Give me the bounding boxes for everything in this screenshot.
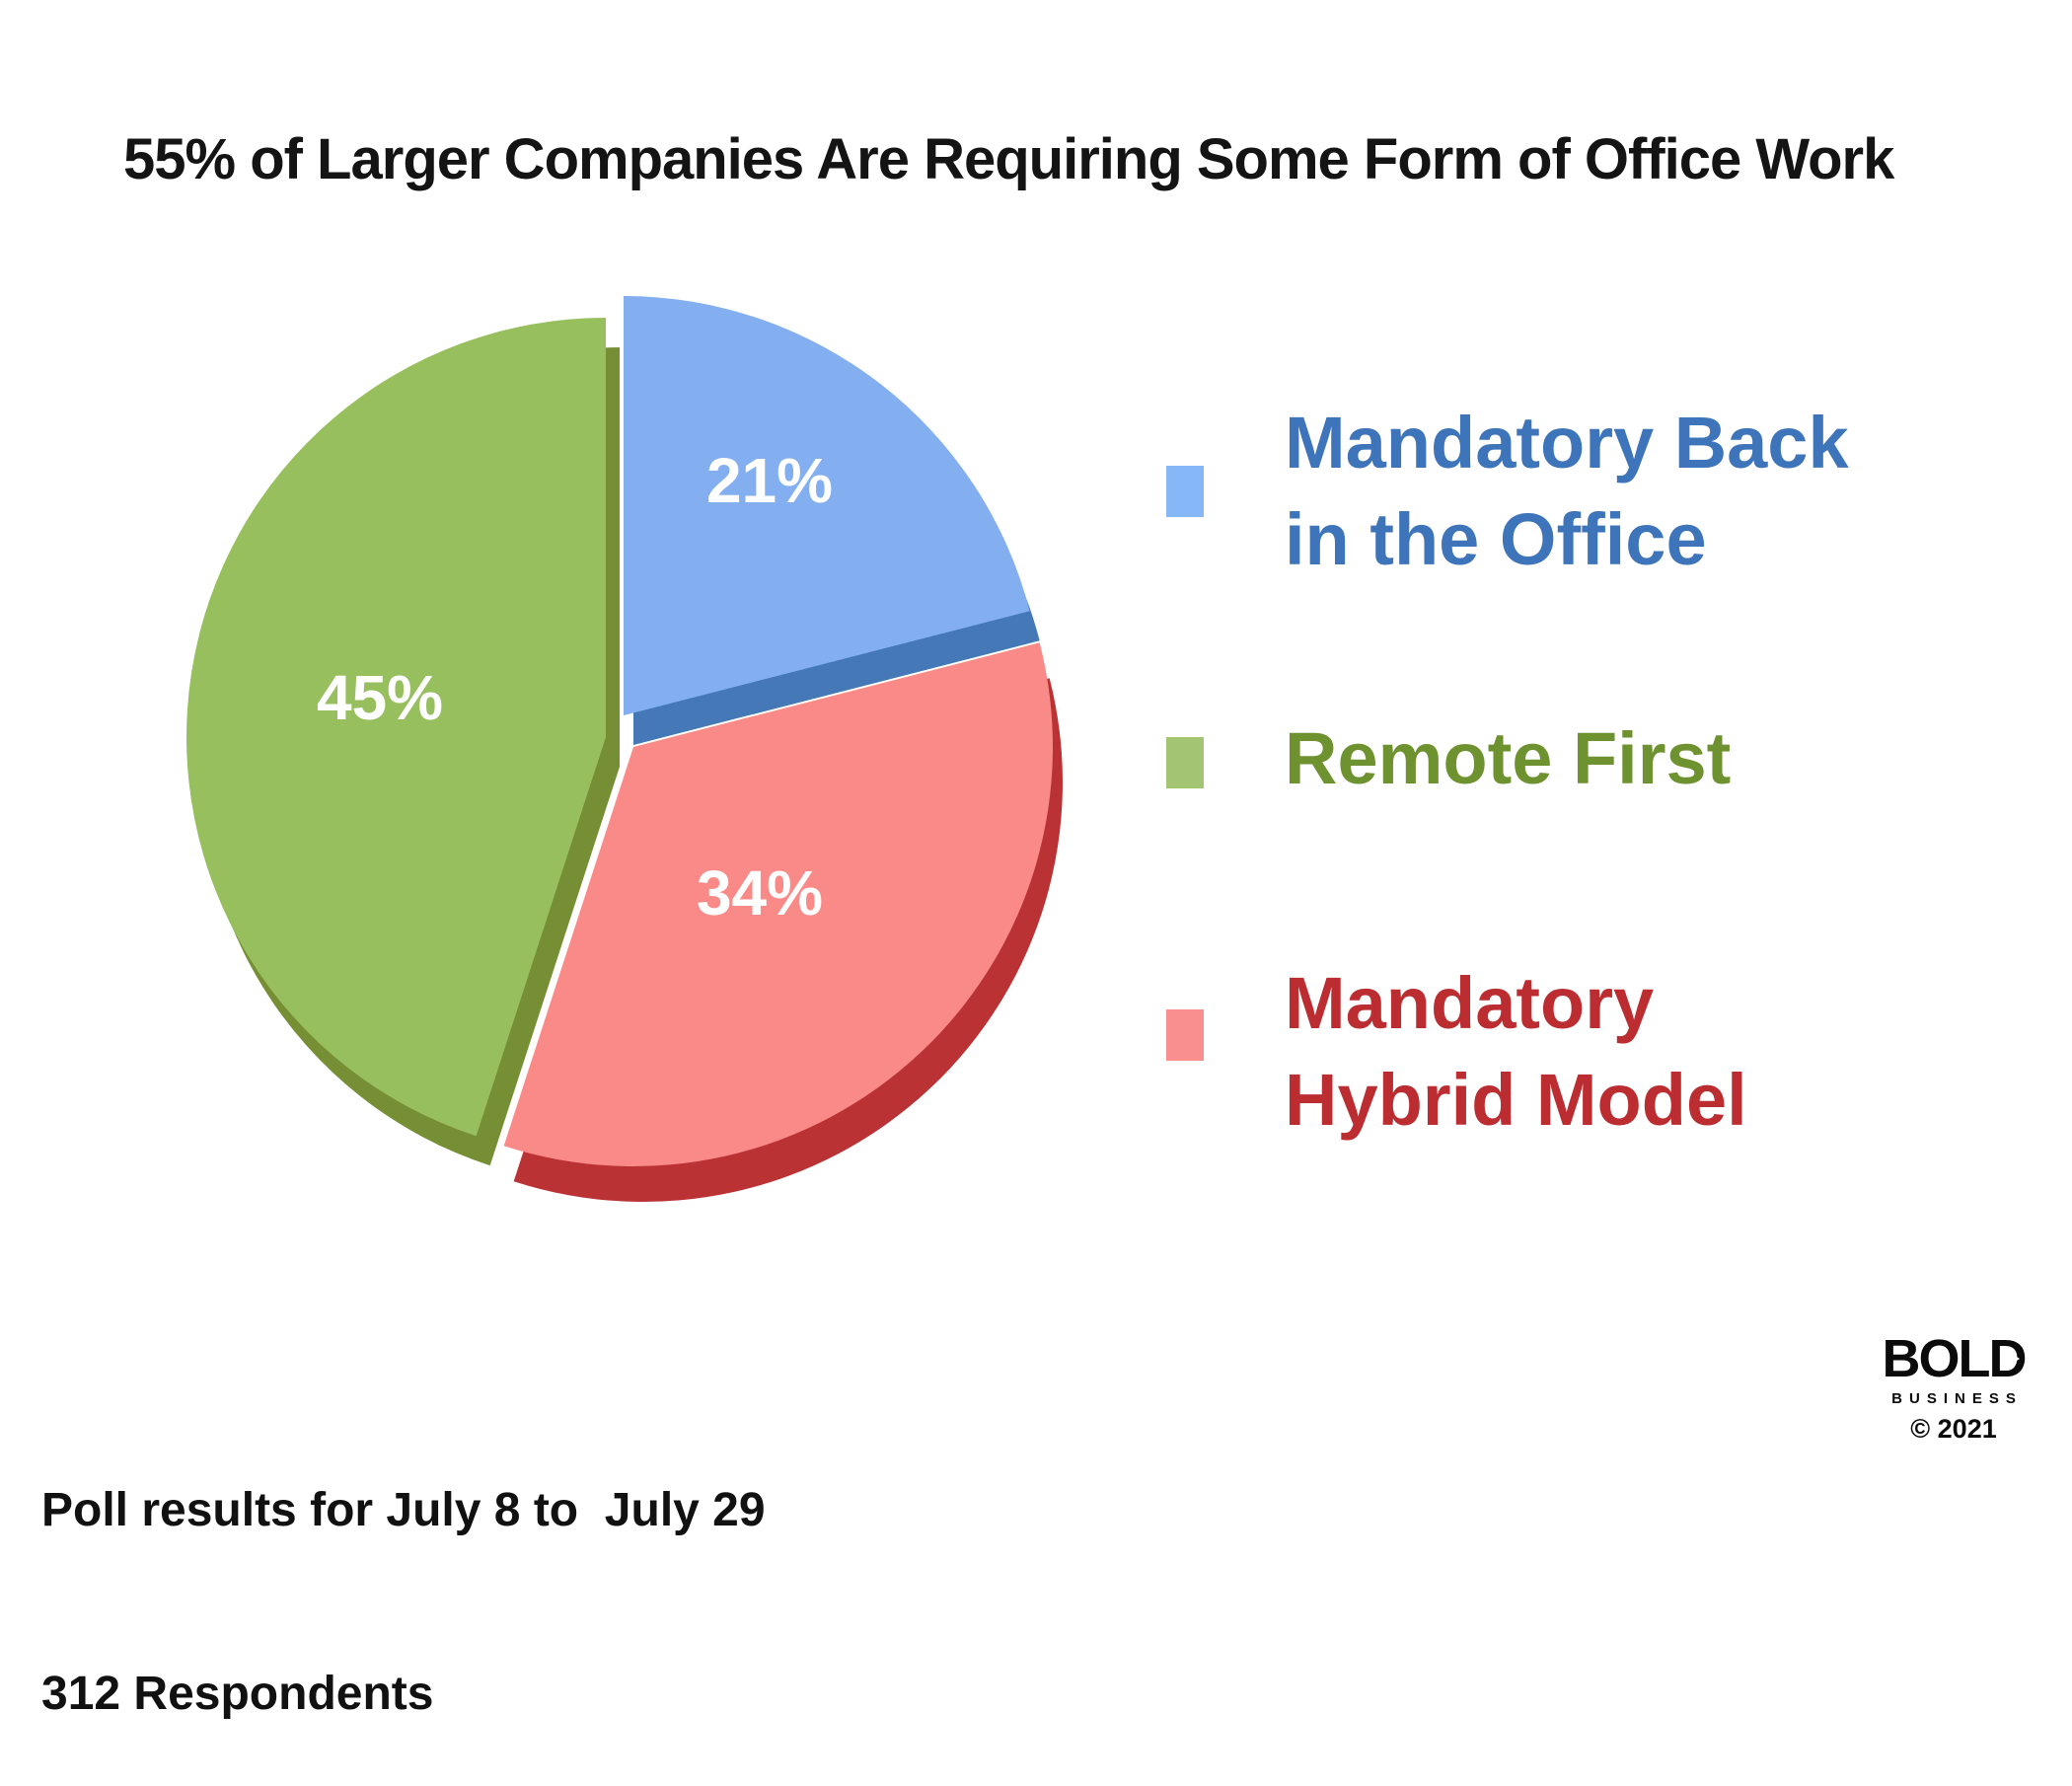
legend-label-line: Mandatory Back bbox=[1285, 402, 1849, 484]
poll-note-line1: Poll results for July 8 to July 29 bbox=[41, 1484, 766, 1536]
logo-copyright: © 2021 bbox=[1910, 1414, 1997, 1444]
poll-note: Poll results for July 8 to July 29 312 R… bbox=[41, 1358, 766, 1786]
pie-chart: 21% 34% 45% bbox=[186, 296, 1063, 1202]
legend-label-line: Mandatory bbox=[1285, 962, 1655, 1044]
play-triangle-icon bbox=[2003, 1348, 2021, 1370]
legend-label: Remote First bbox=[1285, 710, 1731, 807]
legend-swatch-blue-icon bbox=[1166, 466, 1204, 517]
legend-label-line: in the Office bbox=[1285, 498, 1707, 580]
legend-label: Mandatory Hybrid Model bbox=[1285, 955, 1747, 1149]
logo-subtitle: BUSINESS bbox=[1891, 1390, 2023, 1407]
pie-slice-mandatory-hybrid-model bbox=[503, 642, 1053, 1166]
bold-business-logo: BOLD BUSINESS © 2021 bbox=[1873, 1332, 2035, 1445]
pie-slice-label-mandatory-back-in-the-office: 21% bbox=[706, 445, 833, 516]
legend-label-line: Remote First bbox=[1285, 717, 1732, 799]
logo-wordmark-text: BOLD bbox=[1882, 1329, 2028, 1388]
legend-swatch-green-icon bbox=[1166, 737, 1204, 788]
legend-swatch-pink-icon bbox=[1166, 1009, 1204, 1061]
legend-label-line: Hybrid Model bbox=[1285, 1059, 1747, 1141]
logo-wordmark: BOLD bbox=[1882, 1329, 2028, 1388]
pie-slice-label-remote-first: 45% bbox=[317, 662, 443, 733]
pie-slice-mandatory-back-in-the-office bbox=[624, 296, 1030, 715]
pie-slice-label-mandatory-hybrid-model: 34% bbox=[697, 857, 823, 929]
legend-label: Mandatory Back in the Office bbox=[1285, 395, 1849, 588]
poll-note-line2: 312 Respondents bbox=[41, 1668, 434, 1720]
pie-slice-remote-first bbox=[186, 318, 607, 1137]
page-title: 55% of Larger Companies Are Requiring So… bbox=[123, 127, 1894, 191]
